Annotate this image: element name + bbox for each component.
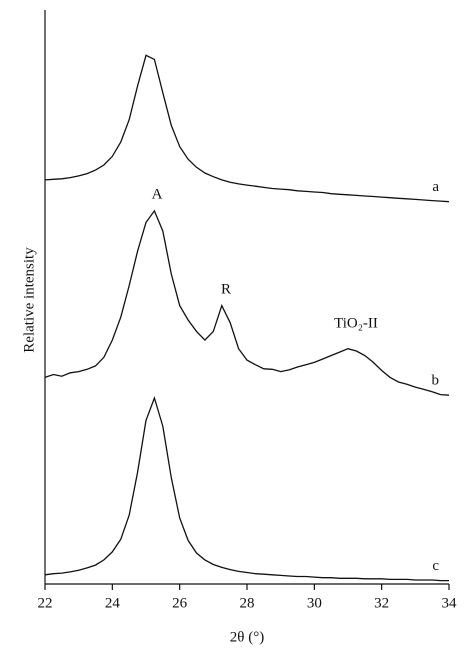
series-label: c [432, 558, 439, 574]
x-tick-label: 24 [105, 595, 121, 611]
x-tick-label: 30 [307, 595, 322, 611]
line [44, 209, 450, 396]
y-axis-label: Relative intensity [21, 247, 37, 353]
x-axis-label: 2θ (°) [230, 629, 264, 645]
x-tick-label: 34 [442, 595, 458, 611]
line [44, 395, 449, 582]
x-tick-label: 28 [240, 595, 255, 611]
x-tick-label: 26 [172, 595, 188, 611]
annotation: A [152, 186, 163, 202]
series-label: b [432, 373, 440, 389]
line [44, 54, 450, 203]
x-tick-label: 22 [38, 595, 53, 611]
annotation: TiO₂-II [334, 315, 378, 331]
annotation: R [221, 281, 231, 297]
x-tick-label: 32 [374, 595, 389, 611]
series-label: a [432, 179, 439, 195]
